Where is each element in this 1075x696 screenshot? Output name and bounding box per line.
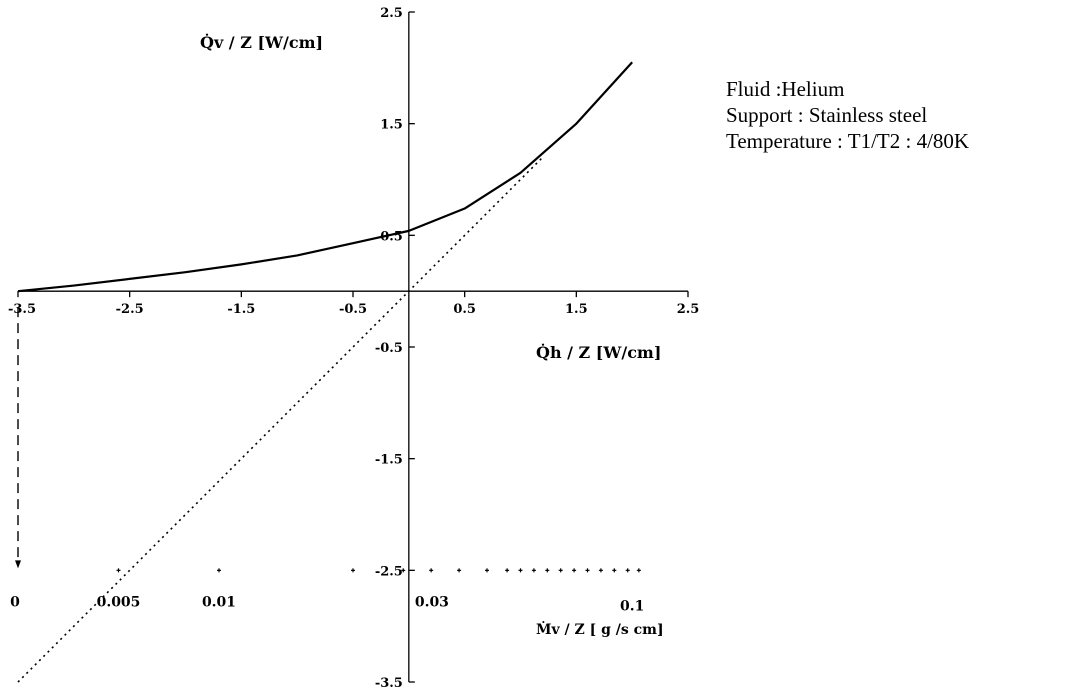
chart-annotation: Fluid :Helium Support : Stainless steel …	[726, 76, 969, 154]
mass-flow-tick-label: 0.1	[620, 598, 644, 614]
y-tick-label: -2.5	[375, 564, 403, 579]
mass-flow-title: Ṁv / Z [ g /s cm]	[536, 620, 664, 638]
axes	[17, 11, 689, 683]
series-dotted-line	[17, 156, 544, 683]
mass-flow-tick-label: 0.01	[202, 594, 236, 610]
y-tick-label: -3.5	[375, 676, 403, 691]
y-tick-label: -1.5	[375, 453, 403, 468]
drop-arrow	[15, 560, 21, 569]
x-tick-label: 1.5	[565, 302, 588, 317]
x-tick-label: 0.5	[453, 302, 476, 317]
annotation-support: Support : Stainless steel	[726, 103, 928, 127]
mass-flow-tick-label: 0	[10, 594, 20, 610]
labels: -3.5 -2.5 -1.5 -0.5 0.5 1.5 2.5 2.5 1.5 0.5 -0.5 -1…	[8, 6, 699, 691]
mass-flow-tick-label: 0.005	[97, 594, 141, 610]
annotation-fluid: Fluid :Helium	[726, 77, 845, 101]
mass-flow-tick-label: 0.03	[415, 594, 449, 610]
y-tick-label: -0.5	[375, 341, 403, 356]
series-solid-curve	[17, 61, 633, 293]
x-tick-label: -0.5	[339, 302, 367, 317]
annotation-temperature: Temperature : T1/T2 : 4/80K	[726, 129, 970, 153]
x-tick-label: -2.5	[116, 302, 144, 317]
x-tick-label: -3.5	[8, 302, 36, 317]
y-tick-label: 2.5	[380, 6, 403, 21]
y-axis-title: Q̇v / Z [W/cm]	[200, 33, 323, 52]
x-tick-label: 2.5	[677, 302, 700, 317]
x-tick-label: -1.5	[227, 302, 255, 317]
y-tick-label: 0.5	[380, 229, 403, 244]
x-axis-title: Q̇h / Z [W/cm]	[536, 343, 661, 362]
y-tick-label: 1.5	[380, 118, 403, 133]
marks	[15, 61, 641, 683]
